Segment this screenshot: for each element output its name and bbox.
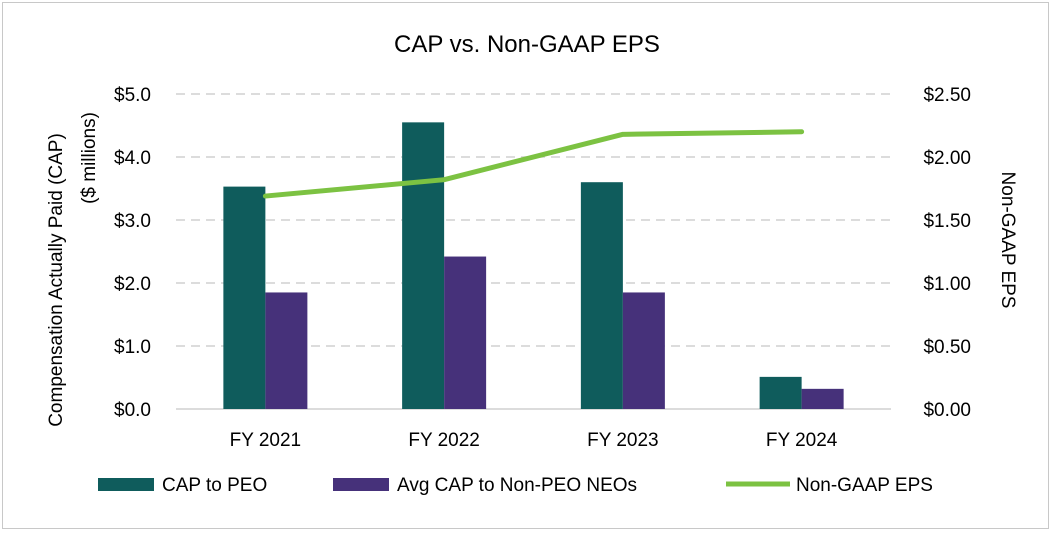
x-tick-label: FY 2022 (408, 430, 479, 451)
y-axis-left-ticks: $0.0 $1.0 $2.0 $3.0 $4.0 $5.0 (114, 85, 151, 421)
bar (265, 292, 308, 409)
y-tick-label: $1.0 (114, 337, 151, 358)
legend-swatch (98, 478, 154, 491)
series-line (262, 129, 805, 199)
x-tick-label: FY 2024 (766, 430, 838, 451)
y-axis-label: Compensation Actually Paid (CAP) (46, 133, 67, 427)
y-tick-label: $0.0 (114, 400, 151, 421)
y-axis-label-unit: ($ millions) (79, 112, 100, 204)
line-series (262, 129, 805, 199)
legend-swatch (333, 478, 389, 491)
y-tick-label: $3.0 (114, 211, 151, 232)
y-tick-label: $4.0 (114, 148, 151, 169)
legend: CAP to PEO Avg CAP to Non-PEO NEOs Non-GAA… (98, 475, 933, 496)
x-tick-label: FY 2023 (587, 430, 658, 451)
x-axis-ticks: FY 2021 FY 2022 FY 2023 FY 2024 (230, 430, 838, 451)
y2-tick-label: $1.50 (923, 211, 971, 232)
bar (801, 388, 844, 409)
chart-title: CAP vs. Non-GAAP EPS (394, 31, 660, 58)
bar (759, 376, 802, 409)
legend-label: CAP to PEO (162, 475, 267, 496)
bar (444, 256, 487, 409)
legend-label: Avg CAP to Non-PEO NEOs (397, 475, 637, 496)
bar (622, 292, 665, 409)
x-tick-label: FY 2021 (230, 430, 301, 451)
y-tick-label: $5.0 (114, 85, 151, 106)
y2-tick-label: $2.00 (923, 148, 971, 169)
bar (580, 182, 623, 409)
y2-tick-label: $1.00 (923, 274, 971, 295)
bars (223, 122, 844, 409)
bar (223, 186, 266, 409)
y2-axis-label: Non-GAAP EPS (997, 172, 1018, 309)
y-tick-label: $2.0 (114, 274, 151, 295)
y-axis-right-ticks: $0.00 $0.50 $1.00 $1.50 $2.00 $2.50 (923, 85, 971, 421)
y2-tick-label: $0.50 (923, 337, 971, 358)
y2-tick-label: $0.00 (923, 400, 971, 421)
legend-label: Non-GAAP EPS (796, 475, 933, 496)
y2-tick-label: $2.50 (923, 85, 971, 106)
bar (402, 122, 445, 409)
